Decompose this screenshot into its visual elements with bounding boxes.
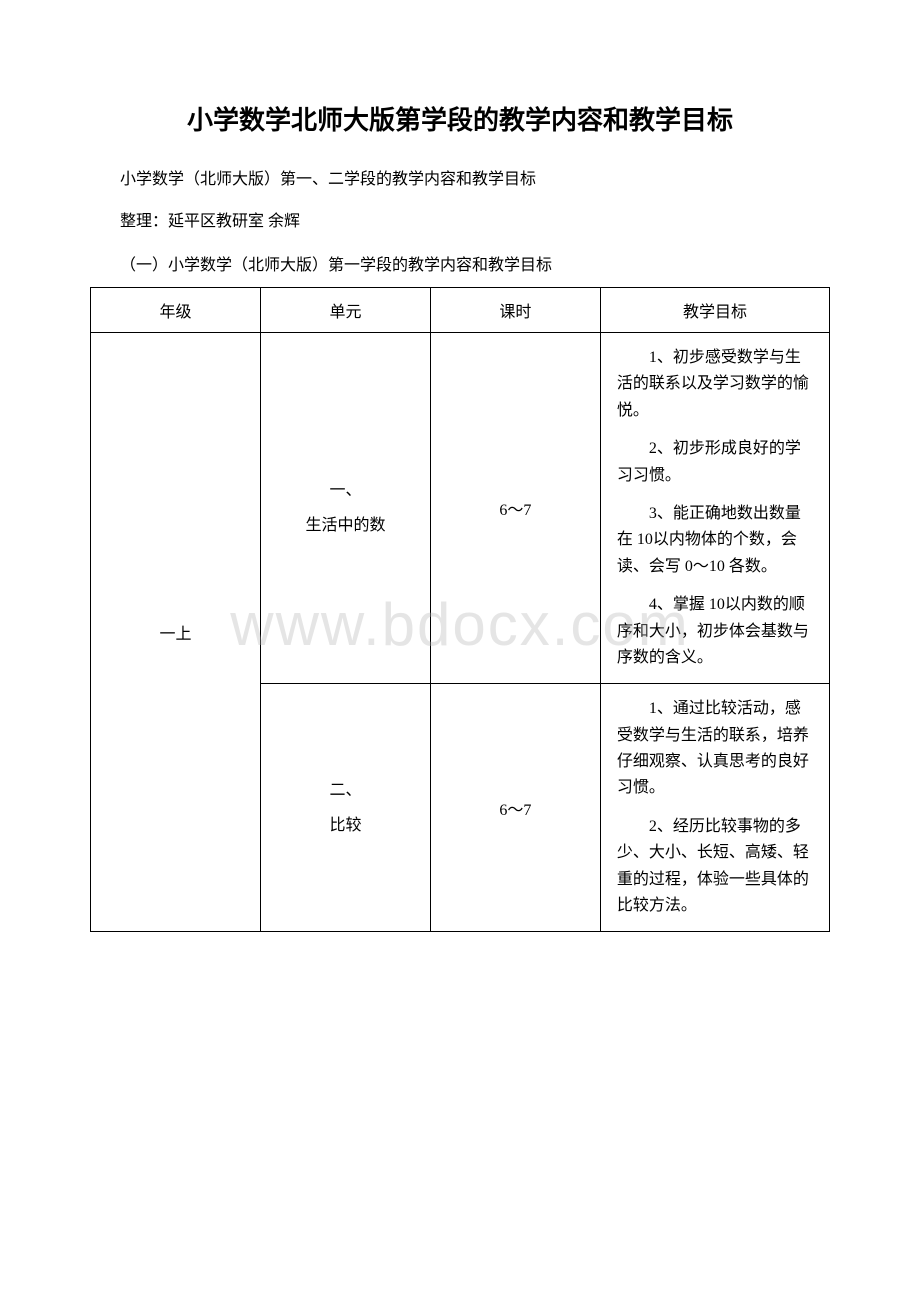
table-header-row: 年级 单元 课时 教学目标: [91, 288, 830, 333]
goal-item: 3、能正确地数出数量在 10以内物体的个数，会读、会写 0～10 各数。: [617, 501, 813, 580]
unit-number: 二、: [329, 782, 361, 799]
header-hours: 课时: [430, 288, 600, 333]
header-unit: 单元: [260, 288, 430, 333]
goal-item: 4、掌握 10以内数的顺序和大小，初步体会基数与序数的含义。: [617, 592, 813, 671]
unit-number: 一、: [329, 482, 361, 499]
cell-hours: 6～7: [430, 684, 600, 932]
cell-grade: 一上: [91, 333, 261, 932]
header-grade: 年级: [91, 288, 261, 333]
unit-name: 比较: [329, 817, 361, 834]
document-subtitle: 小学数学（北师大版）第一、二学段的教学内容和教学目标: [120, 165, 830, 189]
cell-goals: 1、初步感受数学与生活的联系以及学习数学的愉悦。 2、初步形成良好的学习习惯。 …: [600, 333, 829, 684]
section-label: （一）小学数学（北师大版）第一学段的教学内容和教学目标: [120, 251, 830, 275]
goal-item: 1、通过比较活动，感受数学与生活的联系，培养仔细观察、认真思考的良好习惯。: [617, 696, 813, 802]
document-title: 小学数学北师大版第学段的教学内容和教学目标: [90, 100, 830, 137]
cell-goals: 1、通过比较活动，感受数学与生活的联系，培养仔细观察、认真思考的良好习惯。 2、…: [600, 684, 829, 932]
header-goals: 教学目标: [600, 288, 829, 333]
cell-hours: 6～7: [430, 333, 600, 684]
curriculum-table: 年级 单元 课时 教学目标 一上 一、 生活中的数 6～7 1、初步感受数学与生…: [90, 287, 830, 932]
table-row: 一上 一、 生活中的数 6～7 1、初步感受数学与生活的联系以及学习数学的愉悦。…: [91, 333, 830, 684]
cell-unit: 一、 生活中的数: [260, 333, 430, 684]
cell-unit: 二、 比较: [260, 684, 430, 932]
goal-item: 1、初步感受数学与生活的联系以及学习数学的愉悦。: [617, 345, 813, 424]
goal-item: 2、初步形成良好的学习习惯。: [617, 436, 813, 489]
document-author: 整理：延平区教研室 余辉: [120, 207, 830, 231]
goal-item: 2、经历比较事物的多少、大小、长短、高矮、轻重的过程，体验一些具体的比较方法。: [617, 814, 813, 920]
unit-name: 生活中的数: [305, 517, 385, 534]
